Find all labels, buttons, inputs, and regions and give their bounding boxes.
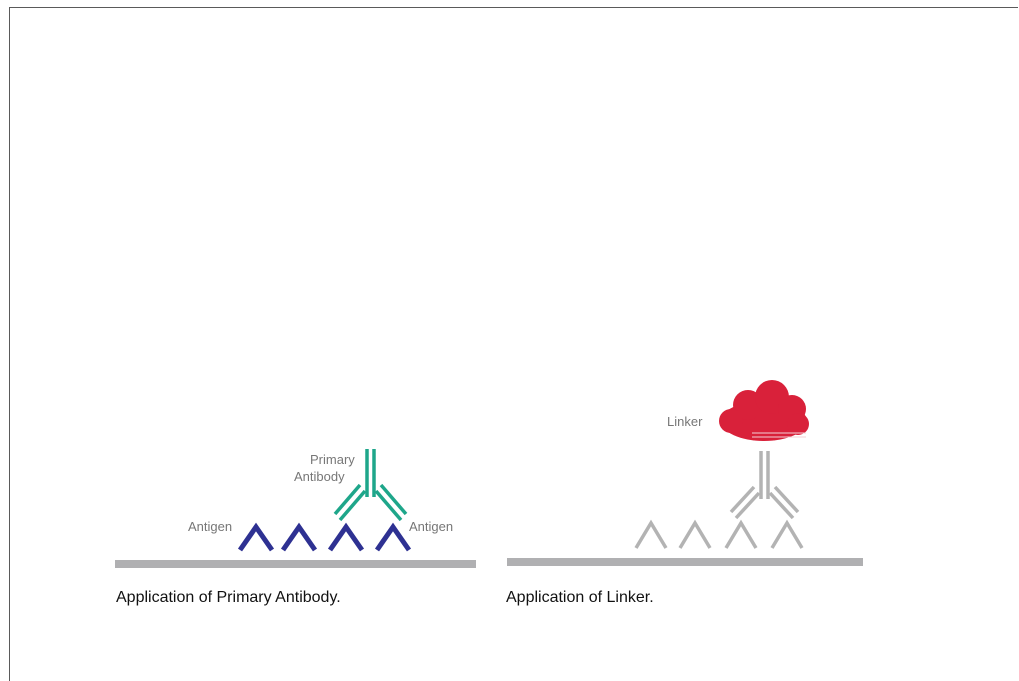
surface-bar-linker [507, 558, 863, 566]
antigen-faded-4 [770, 519, 804, 549]
surface-bar-primary [115, 560, 476, 568]
faded-antibody [729, 451, 800, 520]
antibody-label-line2: Antibody [294, 469, 345, 484]
antigen-label-right: Antigen [409, 519, 454, 534]
antigen-label-left: Antigen [188, 519, 233, 534]
antigen-group-primary [237, 522, 412, 552]
antigen-group-linker [634, 519, 804, 549]
caption-primary-antibody: Application of Primary Antibody. [116, 589, 341, 606]
figure-frame [9, 7, 1018, 681]
antigen-3 [327, 522, 365, 552]
antigen-faded-1 [634, 519, 668, 549]
primary-antibody [333, 449, 408, 522]
antigen-faded-2 [678, 519, 712, 549]
antigen-1 [237, 522, 275, 552]
linker-cloud [719, 380, 809, 441]
linker-label: Linker [667, 414, 703, 429]
linker-cloud-highlight [752, 432, 806, 438]
antigen-faded-3 [724, 519, 758, 549]
antigen-2 [280, 522, 318, 552]
caption-linker: Application of Linker. [506, 589, 654, 606]
antigen-4 [374, 522, 412, 552]
antibody-label-line1: Primary [310, 452, 355, 467]
